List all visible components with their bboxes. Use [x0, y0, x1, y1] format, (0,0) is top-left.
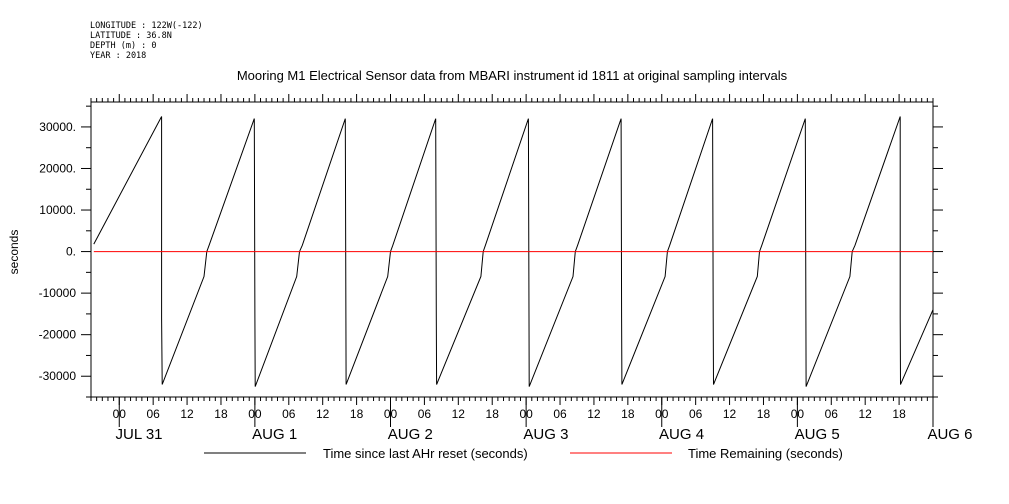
x-tick-label: 12 [452, 407, 466, 421]
x-tick-label: 12 [180, 407, 194, 421]
mooring-metadata: LONGITUDE : 122W(-122) LATITUDE : 36.8N … [90, 21, 203, 61]
x-date-label: AUG 5 [795, 426, 840, 443]
year-label: YEAR : 2018 [90, 51, 147, 61]
x-date-label: AUG 3 [523, 426, 568, 443]
y-tick-label: 20000. [39, 161, 76, 175]
x-tick-label: 18 [214, 407, 228, 421]
legend-label-time-since-reset: Time since last AHr reset (seconds) [323, 446, 528, 461]
y-axis-label: seconds [7, 230, 21, 275]
x-tick-label: 12 [859, 407, 873, 421]
legend-label-time-remaining: Time Remaining (seconds) [688, 446, 843, 461]
chart-title: Mooring M1 Electrical Sensor data from M… [237, 68, 788, 83]
longitude-label: LONGITUDE : 122W(-122) [90, 21, 203, 31]
x-tick-label: 18 [350, 407, 364, 421]
x-tick-label: 00 [113, 407, 127, 421]
x-tick-label: 12 [723, 407, 737, 421]
y-tick-label: -10000 [39, 286, 77, 300]
x-tick-label: 00 [248, 407, 262, 421]
x-tick-label: 00 [519, 407, 533, 421]
series-layer [93, 116, 934, 387]
x-tick-label: 12 [587, 407, 601, 421]
x-tick-label: 18 [757, 407, 771, 421]
series-line-time-since-reset [93, 116, 934, 387]
y-tick-label: 0. [66, 245, 76, 259]
x-tick-label: 18 [621, 407, 635, 421]
x-tick-label: 00 [655, 407, 669, 421]
x-tick-label: 06 [418, 407, 432, 421]
x-tick-label: 00 [791, 407, 805, 421]
x-date-label: AUG 6 [927, 426, 972, 443]
x-date-label: JUL 31 [116, 426, 163, 443]
legend: Time since last AHr reset (seconds) Time… [204, 446, 843, 461]
x-date-label: AUG 1 [252, 426, 297, 443]
x-tick-label: 06 [689, 407, 703, 421]
x-tick-label: 12 [316, 407, 330, 421]
y-tick-label: 10000. [39, 203, 76, 217]
x-tick-label: 06 [553, 407, 567, 421]
latitude-label: LATITUDE : 36.8N [90, 31, 172, 41]
x-date-label: AUG 2 [388, 426, 433, 443]
x-tick-label: 18 [892, 407, 906, 421]
axis-ticks [81, 94, 943, 427]
y-tick-label: 30000. [39, 120, 76, 134]
depth-label: DEPTH (m) : 0 [90, 41, 157, 51]
x-tick-label: 06 [282, 407, 296, 421]
axis-labels: 00 06 12 18 00 06 12 18 00 06 12 18 00 06 12 18 00 06 12 18… [39, 120, 973, 443]
y-tick-label: -20000 [39, 328, 77, 342]
x-date-label: AUG 4 [659, 426, 704, 443]
plot-frame [90, 101, 934, 398]
x-tick-label: 18 [486, 407, 500, 421]
x-tick-label: 00 [384, 407, 398, 421]
x-tick-label: 06 [146, 407, 160, 421]
y-tick-label: -30000 [39, 369, 77, 383]
x-tick-label: 06 [825, 407, 839, 421]
